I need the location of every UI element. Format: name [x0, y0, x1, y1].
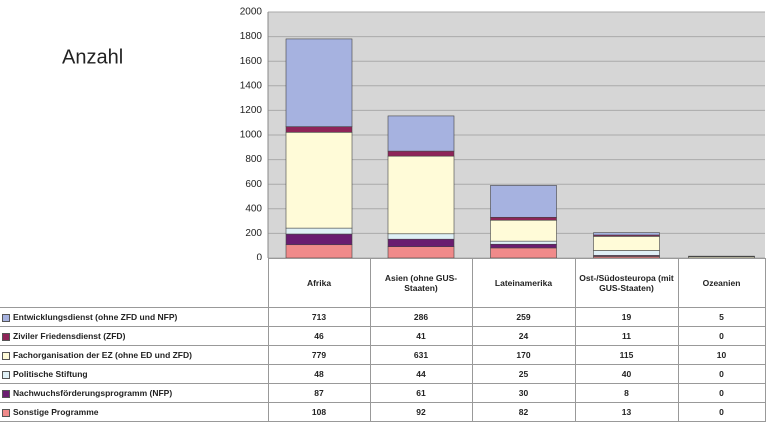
y-tick-label: 1400	[240, 80, 263, 91]
value-cell: 170	[471, 345, 576, 365]
corner	[0, 258, 269, 308]
value-cell: 48	[267, 364, 371, 384]
value-cell: 24	[471, 326, 576, 346]
value-cell: 13	[574, 402, 679, 422]
bar-segment	[387, 246, 455, 259]
value-cell: 82	[471, 402, 576, 422]
series-row: Politische Stiftung 48 44 25 40 0	[0, 364, 766, 384]
bar-segment	[593, 232, 660, 236]
legend-entry: Politische Stiftung	[0, 364, 269, 384]
value-cell: 0	[677, 364, 766, 384]
chart: Anzahl 0 200 400 600 800 1000 1200 1400 1600 1800…	[62, 7, 765, 260]
bar-segment	[285, 131, 353, 229]
series-row: Entwicklungsdienst (ohne ZFD und NFP) 713…	[0, 307, 766, 327]
bar-segment	[490, 247, 557, 259]
bar-segment	[490, 240, 557, 245]
legend-entry: Fachorganisation der EZ (ohne ED und ZFD…	[0, 345, 269, 365]
bar-segment	[285, 38, 353, 127]
bar-segment	[593, 250, 660, 256]
legend-entry: Nachwuchsförderungsprogramm (NFP)	[0, 383, 269, 403]
y-tick-label: 600	[245, 179, 262, 190]
y-tick-label: 400	[245, 203, 262, 214]
legend-label: Politische Stiftung	[13, 369, 88, 379]
value-cell: 0	[677, 383, 766, 403]
bar-segment	[285, 126, 353, 133]
y-tick-label: 1600	[240, 56, 263, 67]
value-cell: 5	[677, 307, 766, 327]
bar-segment	[285, 244, 353, 259]
series-row: Fachorganisation der EZ (ohne ED und ZFD…	[0, 345, 766, 365]
y-tick-label: 0	[256, 253, 262, 260]
value-cell: 115	[574, 345, 679, 365]
series-row: Ziviler Friedensdienst (ZFD) 46 41 24 11 0	[0, 326, 766, 346]
value-cell: 19	[574, 307, 679, 327]
legend-label: Entwicklungsdienst (ohne ZFD und NFP)	[13, 312, 178, 322]
category-label: Ost-/Südosteuropa (mit GUS-Staaten)	[574, 258, 679, 308]
legend-label: Ziviler Friedensdienst (ZFD)	[13, 331, 126, 341]
value-cell: 92	[369, 402, 473, 422]
category-label: Ozeanien	[677, 258, 766, 308]
chart-title: Anzahl	[62, 46, 123, 68]
value-cell: 259	[471, 307, 576, 327]
value-cell: 8	[574, 383, 679, 403]
value-cell: 11	[574, 326, 679, 346]
bar-segment	[285, 233, 353, 246]
value-cell: 25	[471, 364, 576, 384]
legend-swatch	[2, 389, 10, 398]
value-cell: 87	[267, 383, 371, 403]
legend-swatch	[2, 370, 10, 379]
value-cell: 108	[267, 402, 371, 422]
legend-label: Fachorganisation der EZ (ohne ED und ZFD…	[13, 350, 192, 360]
value-cell: 30	[471, 383, 576, 403]
legend-label: Sonstige Programme	[13, 407, 99, 417]
category-label: Asien (ohne GUS-Staaten)	[369, 258, 473, 308]
y-tick-label: 2000	[240, 7, 263, 18]
legend-swatch	[2, 351, 10, 360]
bar-segment	[490, 185, 557, 218]
value-cell: 0	[677, 326, 766, 346]
data-table: Afrika Asien (ohne GUS-Staaten) Lateinamer…	[0, 258, 766, 422]
bar-segment	[593, 236, 660, 251]
value-cell: 713	[267, 307, 371, 327]
value-cell: 10	[677, 345, 766, 365]
series-row: Sonstige Programme 108 92 82 13 0	[0, 402, 766, 422]
legend-swatch	[2, 313, 10, 322]
series-row: Nachwuchsförderungsprogramm (NFP) 87 61 30 8…	[0, 383, 766, 403]
legend-entry: Entwicklungsdienst (ohne ZFD und NFP)	[0, 307, 269, 327]
value-cell: 41	[369, 326, 473, 346]
legend-swatch	[2, 332, 10, 341]
legend-swatch	[2, 408, 10, 417]
legend-entry: Ziviler Friedensdienst (ZFD)	[0, 326, 269, 346]
value-cell: 40	[574, 364, 679, 384]
header-row: Afrika Asien (ohne GUS-Staaten) Lateinamer…	[0, 258, 766, 308]
bar-segment	[387, 233, 455, 240]
y-tick-label: 1800	[240, 31, 263, 42]
bar-segment	[490, 216, 557, 221]
y-tick-label: 200	[245, 228, 262, 239]
bar-segment	[285, 227, 353, 235]
bar-segment	[387, 115, 455, 152]
value-cell: 286	[369, 307, 473, 327]
value-cell: 0	[677, 402, 766, 422]
value-cell: 779	[267, 345, 371, 365]
value-cell: 44	[369, 364, 473, 384]
legend-label: Nachwuchsförderungsprogramm (NFP)	[13, 388, 173, 398]
y-tick-label: 800	[245, 154, 262, 165]
category-label: Afrika	[267, 258, 371, 308]
value-cell: 46	[267, 326, 371, 346]
bar-segment	[387, 155, 455, 235]
y-tick-label: 1000	[240, 130, 263, 141]
bar-segment	[688, 255, 755, 258]
bar-segment	[490, 219, 557, 242]
bar-segment	[490, 243, 557, 249]
legend-entry: Sonstige Programme	[0, 402, 269, 422]
value-cell: 631	[369, 345, 473, 365]
bar-segment	[387, 238, 455, 247]
y-tick-label: 1200	[240, 105, 263, 116]
category-label: Lateinamerika	[471, 258, 576, 308]
value-cell: 61	[369, 383, 473, 403]
bar-segment	[387, 150, 455, 157]
